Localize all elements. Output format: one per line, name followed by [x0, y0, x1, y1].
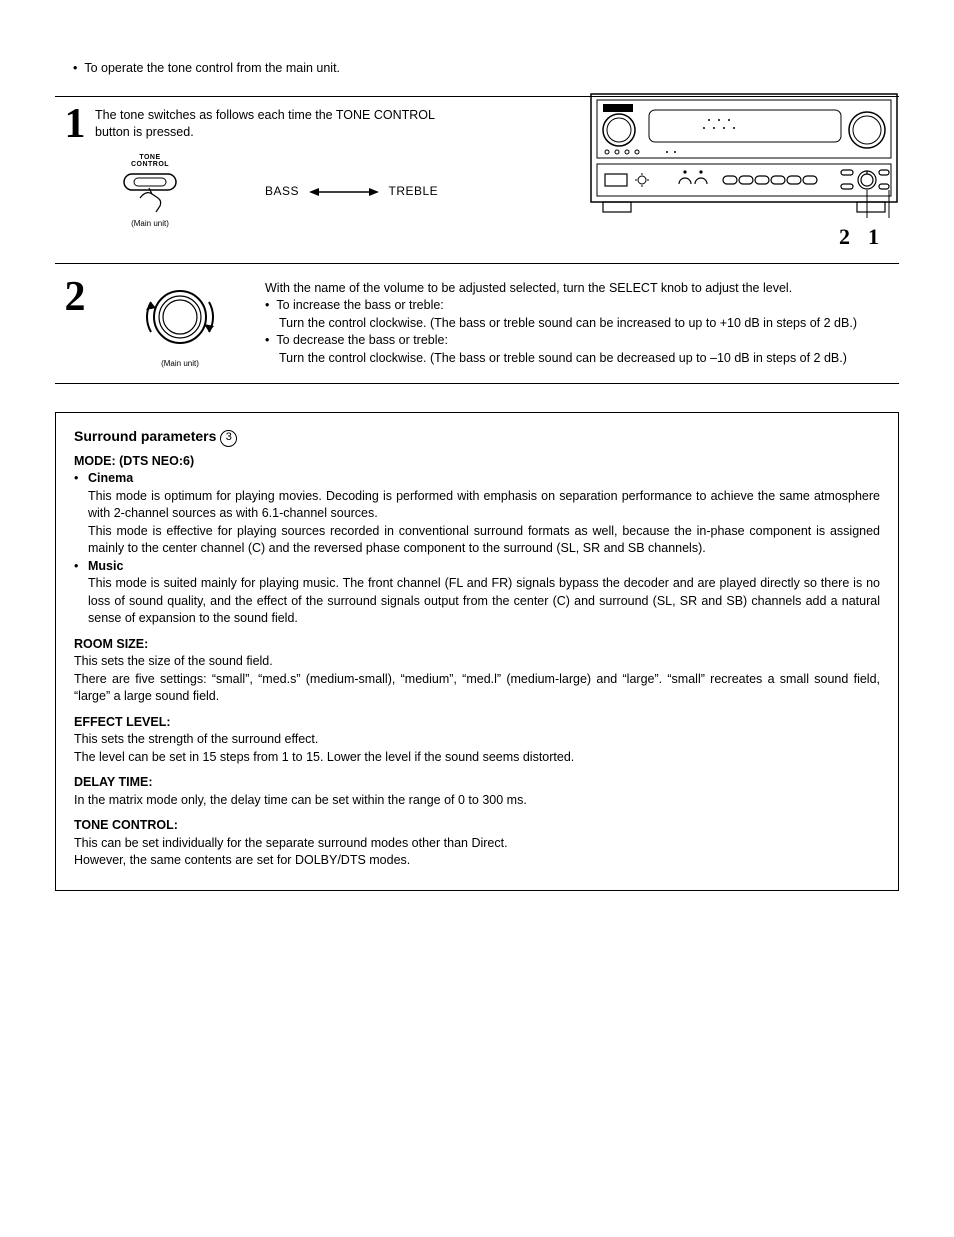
- main-unit-caption: (Main unit): [95, 218, 205, 229]
- step-2-number: 2: [55, 276, 95, 318]
- device-callout-numbers: 21: [821, 222, 879, 253]
- tone-control-button-figure: TONECONTROL (Main unit): [95, 154, 205, 230]
- effect-level-text-2: The level can be set in 15 steps from 1 …: [74, 749, 880, 767]
- top-note: • To operate the tone control from the m…: [73, 60, 899, 78]
- divider: [55, 383, 899, 384]
- double-arrow-icon: [309, 187, 379, 197]
- select-knob-figure: (Main unit): [95, 276, 265, 369]
- knob-icon: [135, 282, 225, 352]
- bass-treble-indicator: BASS TREBLE: [265, 183, 438, 200]
- room-size-text-2: There are five settings: “small”, “med.s…: [74, 671, 880, 706]
- room-size-text: This sets the size of the sound field.: [74, 653, 880, 671]
- params-title: Surround parameters 3: [74, 427, 880, 447]
- divider: [55, 263, 899, 264]
- manual-page: • To operate the tone control from the m…: [0, 0, 954, 1237]
- effect-level-heading: EFFECT LEVEL:: [74, 714, 880, 732]
- effect-level-text: This sets the strength of the surround e…: [74, 731, 880, 749]
- tone-control-text-2: However, the same contents are set for D…: [74, 852, 880, 870]
- tone-button-icon: [120, 168, 180, 214]
- surround-parameters-box: Surround parameters 3 MODE: (DTS NEO:6) …: [55, 412, 899, 891]
- mode-heading: MODE: (DTS NEO:6): [74, 453, 880, 471]
- tone-control-heading: TONE CONTROL:: [74, 817, 880, 835]
- delay-time-heading: DELAY TIME:: [74, 774, 880, 792]
- receiver-device-figure: [589, 92, 899, 227]
- tone-control-text: This can be set individually for the sep…: [74, 835, 880, 853]
- delay-time-text: In the matrix mode only, the delay time …: [74, 792, 880, 810]
- room-size-heading: ROOM SIZE:: [74, 636, 880, 654]
- step-1-number: 1: [55, 103, 95, 145]
- step-2-text: With the name of the volume to be adjust…: [265, 276, 899, 368]
- music-item: • Music This mode is suited mainly for p…: [74, 558, 880, 628]
- step-1-text: The tone switches as follows each time t…: [95, 107, 455, 142]
- cinema-item: • Cinema This mode is optimum for playin…: [74, 470, 880, 558]
- main-unit-caption: (Main unit): [95, 358, 265, 369]
